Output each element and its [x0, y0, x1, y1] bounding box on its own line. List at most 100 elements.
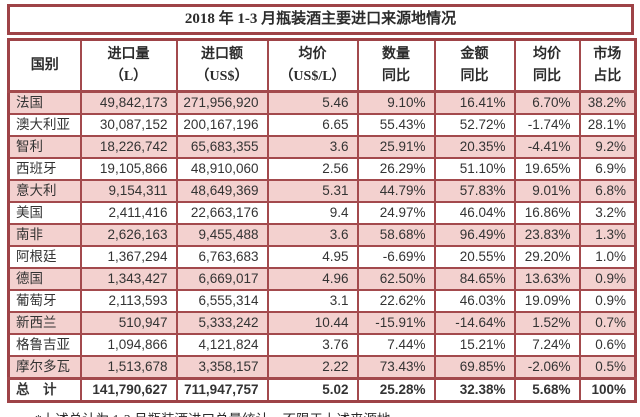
table-body: 法国 49,842,173 271,956,920 5.46 9.10% 16.41% 6.… [7, 90, 637, 380]
price-yoy-cell: 7.24% [513, 333, 581, 357]
qty-yoy-cell: 25.91% [356, 135, 436, 159]
table-row: 葡萄牙 2,113,593 6,555,314 3.1 22.62% 46.03% 19.0… [7, 289, 637, 313]
total-share-cell: 100% [578, 377, 637, 403]
share-cell: 28.1% [578, 113, 637, 137]
country-cell: 新西兰 [7, 311, 82, 335]
avg-price-cell: 3.6 [266, 135, 359, 159]
share-cell: 1.3% [578, 223, 637, 247]
volume-cell: 2,626,163 [79, 223, 178, 247]
share-cell: 0.6% [578, 333, 637, 357]
total-country-cell: 总 计 [7, 377, 82, 403]
value-cell: 6,555,314 [175, 289, 269, 313]
volume-cell: 19,105,866 [79, 157, 178, 181]
avg-price-cell: 2.56 [266, 157, 359, 181]
value-cell: 65,683,355 [175, 135, 269, 159]
avg-price-cell: 5.31 [266, 179, 359, 203]
volume-cell: 510,947 [79, 311, 178, 335]
price-yoy-cell: 16.86% [513, 201, 581, 225]
table-row: 阿根廷 1,367,294 6,763,683 4.95 -6.69% 20.55% 29.… [7, 245, 637, 269]
country-cell: 格鲁吉亚 [7, 333, 82, 357]
avg-price-cell: 4.96 [266, 267, 359, 291]
total-row: 总 计 141,790,627 711,947,757 5.02 25.28% 32.38… [7, 377, 637, 403]
total-price-yoy-cell: 5.68% [513, 377, 581, 403]
value-cell: 3,358,157 [175, 355, 269, 380]
value-cell: 6,669,017 [175, 267, 269, 291]
avg-price-cell: 4.95 [266, 245, 359, 269]
total-volume-cell: 141,790,627 [79, 377, 178, 403]
country-cell: 摩尔多瓦 [7, 355, 82, 380]
qty-yoy-cell: -15.91% [356, 311, 436, 335]
table-row: 美国 2,411,416 22,663,176 9.4 24.97% 46.04% 16.8… [7, 201, 637, 225]
avg-price-cell: 6.65 [266, 113, 359, 137]
qty-yoy-cell: 55.43% [356, 113, 436, 137]
amount-yoy-cell: 69.85% [433, 355, 516, 380]
total-avg-price-cell: 5.02 [266, 377, 359, 403]
table-header: 国别 进口量 （L） 进口额 （US$） 均价 （US$/L） 数量 同比 金额 同比 均价 同比 市场占… [7, 38, 637, 93]
share-cell: 38.2% [578, 90, 637, 115]
share-cell: 0.9% [578, 289, 637, 313]
qty-yoy-cell: 22.62% [356, 289, 436, 313]
country-cell: 西班牙 [7, 157, 82, 181]
price-yoy-cell: 9.01% [513, 179, 581, 203]
avg-price-cell: 3.6 [266, 223, 359, 247]
col-header-share: 市场 占比 [578, 38, 637, 93]
volume-cell: 1,094,866 [79, 333, 178, 357]
qty-yoy-cell: 58.68% [356, 223, 436, 247]
value-cell: 6,763,683 [175, 245, 269, 269]
total-value-cell: 711,947,757 [175, 377, 269, 403]
qty-yoy-cell: 44.79% [356, 179, 436, 203]
country-cell: 阿根廷 [7, 245, 82, 269]
avg-price-cell: 2.22 [266, 355, 359, 380]
value-cell: 4,121,824 [175, 333, 269, 357]
country-cell: 美国 [7, 201, 82, 225]
qty-yoy-cell: 24.97% [356, 201, 436, 225]
amount-yoy-cell: 16.41% [433, 90, 516, 115]
amount-yoy-cell: -14.64% [433, 311, 516, 335]
table-row: 澳大利亚 30,087,152 200,167,196 6.65 55.43% 52.72… [7, 113, 637, 137]
col-header-value: 进口额 （US$） [175, 38, 269, 93]
volume-cell: 2,113,593 [79, 289, 178, 313]
volume-cell: 18,226,742 [79, 135, 178, 159]
amount-yoy-cell: 51.10% [433, 157, 516, 181]
imports-table: 国别 进口量 （L） 进口额 （US$） 均价 （US$/L） 数量 同比 金额 同比 均价 同比 市场占… [7, 38, 637, 403]
col-header-price-yoy: 均价 同比 [513, 38, 581, 93]
table-row: 西班牙 19,105,866 48,910,060 2.56 26.29% 51.10% 1… [7, 157, 637, 181]
footnote: *上述总计为 1-3 月瓶装酒进口总量统计，不限于上述来源地。 [35, 408, 634, 417]
table-row: 意大利 9,154,311 48,649,369 5.31 44.79% 57.83% 9.… [7, 179, 637, 203]
country-cell: 澳大利亚 [7, 113, 82, 137]
share-cell: 6.9% [578, 157, 637, 181]
avg-price-cell: 10.44 [266, 311, 359, 335]
value-cell: 271,956,920 [175, 90, 269, 115]
volume-cell: 2,411,416 [79, 201, 178, 225]
header-row: 国别 进口量 （L） 进口额 （US$） 均价 （US$/L） 数量 同比 金额 同比 均价 同比 市场占… [7, 38, 637, 93]
country-cell: 葡萄牙 [7, 289, 82, 313]
value-cell: 5,333,242 [175, 311, 269, 335]
table-row: 德国 1,343,427 6,669,017 4.96 62.50% 84.65% 13.6… [7, 267, 637, 291]
avg-price-cell: 5.46 [266, 90, 359, 115]
amount-yoy-cell: 57.83% [433, 179, 516, 203]
share-cell: 1.0% [578, 245, 637, 269]
price-yoy-cell: -1.74% [513, 113, 581, 137]
volume-cell: 9,154,311 [79, 179, 178, 203]
col-header-avg-price: 均价 （US$/L） [266, 38, 359, 93]
total-amount-yoy-cell: 32.38% [433, 377, 516, 403]
share-cell: 6.8% [578, 179, 637, 203]
price-yoy-cell: -2.06% [513, 355, 581, 380]
col-header-country: 国别 [7, 38, 82, 93]
table-row: 南非 2,626,163 9,455,488 3.6 58.68% 96.49% 23.83… [7, 223, 637, 247]
volume-cell: 49,842,173 [79, 90, 178, 115]
price-yoy-cell: 13.63% [513, 267, 581, 291]
amount-yoy-cell: 46.04% [433, 201, 516, 225]
total-qty-yoy-cell: 25.28% [356, 377, 436, 403]
value-cell: 200,167,196 [175, 113, 269, 137]
table-row: 法国 49,842,173 271,956,920 5.46 9.10% 16.41% 6.… [7, 90, 637, 115]
price-yoy-cell: 29.20% [513, 245, 581, 269]
share-cell: 3.2% [578, 201, 637, 225]
qty-yoy-cell: 62.50% [356, 267, 436, 291]
qty-yoy-cell: 9.10% [356, 90, 436, 115]
qty-yoy-cell: 73.43% [356, 355, 436, 380]
price-yoy-cell: -4.41% [513, 135, 581, 159]
country-cell: 智利 [7, 135, 82, 159]
volume-cell: 1,343,427 [79, 267, 178, 291]
